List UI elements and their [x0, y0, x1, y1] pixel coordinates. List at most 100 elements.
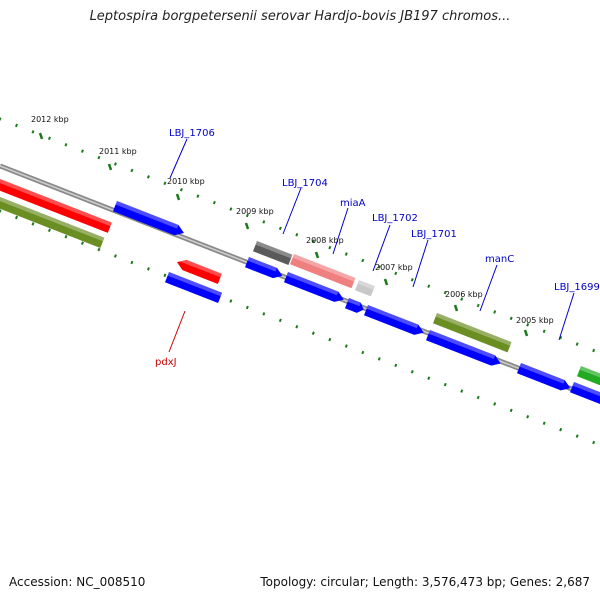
major-tick-mark: [314, 251, 320, 259]
outer-tick-mark: [427, 284, 431, 288]
outer-tick-mark: [361, 258, 365, 263]
inner-tick-mark: [559, 427, 563, 432]
label-layer: 2012 kbp 2011 kbp 2010 kbp 2009 kbp 2008…: [31, 115, 600, 368]
gene-green-right: [577, 366, 600, 388]
inner-tick-mark: [113, 254, 117, 258]
outer-tick-mark: [64, 142, 68, 147]
gene-label-lbj1699[interactable]: LBJ_1699: [554, 282, 600, 293]
gene-lbj1706-body: [113, 201, 184, 236]
outer-tick-mark: [509, 316, 513, 321]
outer-tick-mark: [47, 136, 51, 141]
kbp-label-2005: 2005 kbp: [516, 316, 554, 325]
accession-text: Accession: NC_008510: [9, 575, 146, 589]
outer-tick-mark: [443, 290, 447, 295]
gene-lbj1704-body: [245, 257, 283, 279]
outer-tick-mark: [229, 207, 233, 211]
inner-tick-mark: [146, 267, 150, 271]
inner-tick-mark: [15, 215, 18, 220]
gene-lightgray-shine: [357, 280, 375, 290]
gene-leader-lbj1706: [169, 138, 188, 179]
gene-lbj1702-body: [345, 298, 364, 313]
gene-label-lbj1704[interactable]: LBJ_1704: [282, 178, 328, 189]
outer-tick-mark: [80, 149, 84, 153]
gene-lbj1703-body: [284, 272, 344, 302]
gene-manc-shine: [435, 313, 512, 346]
major-tick-mark: [107, 163, 113, 171]
inner-tick-mark: [394, 363, 398, 368]
inner-tick-mark: [592, 440, 596, 445]
gene-red-left-body: [0, 179, 112, 233]
inner-tick-mark: [509, 408, 513, 413]
gene-leader-lbj1704: [282, 187, 302, 235]
gene-pdxj-body: [177, 259, 222, 284]
gene-green-right-body: [577, 366, 600, 388]
outer-tick-mark: [542, 329, 546, 333]
gene-lbj1701-body: [364, 305, 424, 335]
outer-tick-mark: [113, 162, 117, 166]
gene-blue-right-body: [570, 382, 600, 407]
gene-leader-lbj1701: [412, 239, 429, 288]
inner-tick-mark: [229, 299, 233, 303]
outer-tick-mark: [130, 168, 134, 173]
inner-tick-mark: [443, 382, 447, 387]
gene-blue-right: [570, 382, 600, 407]
inner-tick-mark: [130, 260, 134, 265]
outer-tick-mark: [526, 323, 530, 327]
gene-lbj1700: [426, 330, 501, 366]
gene-lbj1700-body: [426, 330, 501, 366]
major-tick-mark: [383, 278, 389, 286]
kbp-label-2007: 2007 kbp: [375, 263, 413, 272]
gene-lbj1699-shine: [519, 363, 565, 384]
outer-tick-mark: [377, 265, 381, 269]
feature-layer: [0, 179, 600, 407]
outer-tick-mark: [278, 226, 282, 231]
gene-gray-body: [253, 241, 293, 266]
outer-tick-mark: [311, 239, 315, 243]
inner-tick-mark: [328, 337, 332, 342]
inner-tick-mark: [278, 318, 282, 323]
inner-tick-mark: [97, 247, 101, 252]
gene-lbj1705: [165, 272, 223, 303]
gene-label-manc[interactable]: manC: [485, 254, 514, 265]
inner-tick-mark: [542, 421, 546, 425]
inner-tick-mark: [64, 234, 68, 239]
gene-label-lbj1706[interactable]: LBJ_1706: [169, 128, 215, 139]
outer-tick-mark: [592, 348, 596, 353]
gene-label-pdxj[interactable]: pdxJ: [155, 357, 177, 368]
gene-olive-left-shine: [0, 197, 105, 242]
gene-olive-left: [0, 197, 105, 248]
inner-tick-mark: [47, 228, 51, 233]
gene-lbj1704: [245, 257, 283, 279]
inner-tick-mark: [262, 312, 266, 316]
gene-leader-miaa: [332, 207, 349, 255]
inner-tick-mark: [361, 350, 365, 355]
inner-tick-mark: [344, 344, 348, 348]
outer-tick-mark: [460, 297, 464, 301]
outer-tick-mark: [179, 187, 183, 192]
major-tick-mark: [38, 132, 44, 140]
gene-pdxj: [177, 257, 222, 284]
outer-tick-mark: [245, 213, 249, 218]
inner-tick-mark: [526, 415, 530, 419]
gene-manc: [433, 313, 512, 353]
gene-miaa-shine: [292, 253, 356, 282]
gene-gray-shine: [255, 241, 293, 259]
gene-label-lbj1701[interactable]: LBJ_1701: [411, 229, 457, 240]
outer-tick-mark: [476, 303, 480, 308]
outer-tick-mark: [344, 252, 348, 256]
gene-label-miaa[interactable]: miaA: [340, 198, 366, 209]
gene-gray: [253, 241, 293, 266]
gene-lbj1703-shine: [286, 272, 339, 296]
gene-label-lbj1702[interactable]: LBJ_1702: [372, 213, 418, 224]
outer-tick-mark: [328, 245, 332, 250]
topology-summary: Topology: circular; Length: 3,576,473 bp…: [260, 575, 590, 589]
outer-tick-mark: [146, 175, 150, 179]
major-tick-mark: [453, 304, 459, 312]
gene-lbj1702: [345, 298, 364, 313]
inner-tick-mark: [31, 222, 35, 226]
outer-tick-mark: [394, 271, 398, 276]
gene-red-left-shine: [0, 179, 112, 227]
inner-tick-mark: [410, 370, 414, 374]
